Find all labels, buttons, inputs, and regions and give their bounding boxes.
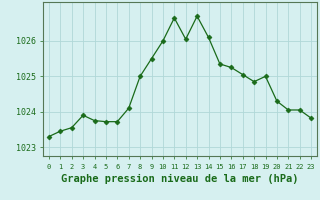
X-axis label: Graphe pression niveau de la mer (hPa): Graphe pression niveau de la mer (hPa) — [61, 174, 299, 184]
